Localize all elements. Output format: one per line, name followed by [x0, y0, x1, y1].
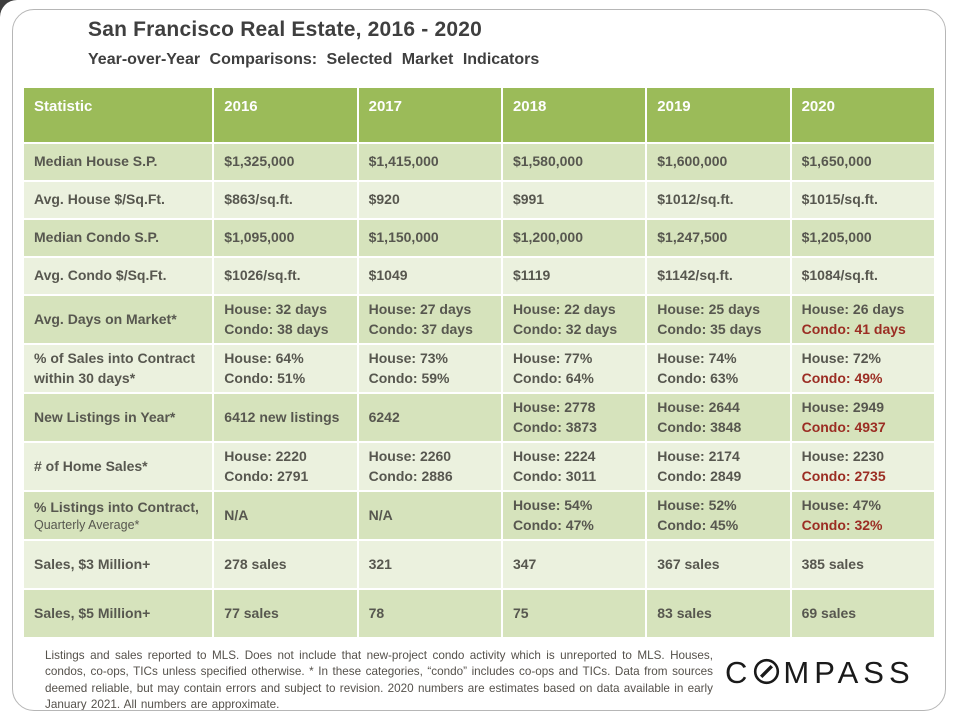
footnote-text: Listings and sales reported to MLS. Does… [45, 649, 713, 711]
table-cell: $920 [358, 182, 501, 218]
table-cell: House: 74% Condo: 63% [647, 345, 790, 392]
table-cell: $1,600,000 [647, 144, 790, 180]
table-row: Avg. Condo $/Sq.Ft. $1026/sq.ft. $1049 $111… [24, 258, 934, 294]
table-cell: $1,580,000 [502, 144, 646, 180]
logo-text-suffix: MPASS [783, 655, 915, 690]
column-header: 2018 [502, 88, 646, 142]
table-cell: 347 [502, 541, 646, 588]
row-label: Avg. Days on Market* [24, 296, 213, 343]
page-subtitle: Year-over-Year Comparisons: Selected Mar… [88, 51, 540, 68]
table-cell: House: 52% Condo: 45% [647, 492, 790, 539]
table-cell: $863/sq.ft. [214, 182, 357, 218]
column-header: 2016 [214, 88, 357, 142]
table-cell: House: 32 days Condo: 38 days [214, 296, 357, 343]
row-label: New Listings in Year* [24, 394, 213, 441]
indicators-table: Statistic 2016 2017 2018 2019 2020 Median Hou… [22, 86, 936, 639]
table-cell: N/A [358, 492, 501, 539]
table-cell: House: 2644 Condo: 3848 [647, 394, 790, 441]
table-cell: $991 [502, 182, 646, 218]
table-cell: 75 [502, 590, 646, 637]
page-title: San Francisco Real Estate, 2016 - 2020 [88, 18, 482, 41]
row-label: Avg. Condo $/Sq.Ft. [24, 258, 213, 294]
table-cell: House: 2224 Condo: 3011 [502, 443, 646, 490]
table-cell: $1,150,000 [358, 220, 501, 256]
table-cell: $1012/sq.ft. [647, 182, 790, 218]
row-label: Median House S.P. [24, 144, 213, 180]
table-cell: $1142/sq.ft. [647, 258, 790, 294]
table-cell: $1015/sq.ft. [791, 182, 934, 218]
table-row: Sales, $3 Million+ 278 sales 321 347 367 sal… [24, 541, 934, 588]
table-cell: House: 27 days Condo: 37 days [358, 296, 501, 343]
table-row: % Listings into Contract, Quarterly Avera… [24, 492, 934, 539]
table-cell: $1,200,000 [502, 220, 646, 256]
table-cell: 385 sales [791, 541, 934, 588]
table-row: Avg. House $/Sq.Ft. $863/sq.ft. $920 $991 $1… [24, 182, 934, 218]
column-header: 2020 [791, 88, 934, 142]
table-cell: House: 2949 Condo: 4937 [791, 394, 934, 441]
compass-slashed-o-icon [753, 657, 780, 693]
table-cell: 367 sales [647, 541, 790, 588]
table-cell: $1,247,500 [647, 220, 790, 256]
table-row: % of Sales into Contract within 30 days*… [24, 345, 934, 392]
table-cell: House: 2260 Condo: 2886 [358, 443, 501, 490]
table-cell: House: 22 days Condo: 32 days [502, 296, 646, 343]
row-label: % of Sales into Contract within 30 days* [24, 345, 213, 392]
table-row: Median Condo S.P. $1,095,000 $1,150,000 $1,… [24, 220, 934, 256]
table-cell: N/A [214, 492, 357, 539]
row-label: # of Home Sales* [24, 443, 213, 490]
logo-text-prefix: C [725, 655, 753, 690]
table-cell: 77 sales [214, 590, 357, 637]
row-label: Median Condo S.P. [24, 220, 213, 256]
table-cell: $1049 [358, 258, 501, 294]
table-row: Sales, $5 Million+ 77 sales 78 75 83 sales 69… [24, 590, 934, 637]
table-cell: House: 72% Condo: 49% [791, 345, 934, 392]
table-cell: House: 2230 Condo: 2735 [791, 443, 934, 490]
table-cell: House: 25 days Condo: 35 days [647, 296, 790, 343]
table-cell: 6412 new listings [214, 394, 357, 441]
table-row: # of Home Sales* House: 2220 Condo: 2791 Ho… [24, 443, 934, 490]
table-body: Median House S.P. $1,325,000 $1,415,000 $1,… [24, 144, 934, 637]
table-cell: House: 64% Condo: 51% [214, 345, 357, 392]
table-cell: $1084/sq.ft. [791, 258, 934, 294]
table-cell: $1026/sq.ft. [214, 258, 357, 294]
table-cell: 6242 [358, 394, 501, 441]
row-label: Sales, $3 Million+ [24, 541, 213, 588]
table-cell: House: 47% Condo: 32% [791, 492, 934, 539]
table-header-row: Statistic 2016 2017 2018 2019 2020 [24, 88, 934, 142]
table-row: Median House S.P. $1,325,000 $1,415,000 $1,… [24, 144, 934, 180]
table-cell: House: 2778 Condo: 3873 [502, 394, 646, 441]
table-row: Avg. Days on Market* House: 32 days Condo:… [24, 296, 934, 343]
table-cell: House: 2174 Condo: 2849 [647, 443, 790, 490]
table-cell: 321 [358, 541, 501, 588]
row-label: Avg. House $/Sq.Ft. [24, 182, 213, 218]
table-cell: $1,095,000 [214, 220, 357, 256]
row-label: Sales, $5 Million+ [24, 590, 213, 637]
table-cell: $1,205,000 [791, 220, 934, 256]
table-cell: House: 2220 Condo: 2791 [214, 443, 357, 490]
table-cell: $1119 [502, 258, 646, 294]
column-header: 2019 [647, 88, 790, 142]
indicators-table-container: Statistic 2016 2017 2018 2019 2020 Median Hou… [22, 86, 936, 639]
row-label: % Listings into Contract, Quarterly Avera… [24, 492, 213, 539]
table-cell: $1,415,000 [358, 144, 501, 180]
table-cell: $1,650,000 [791, 144, 934, 180]
table-cell: 83 sales [647, 590, 790, 637]
table-cell: 278 sales [214, 541, 357, 588]
compass-logo: C MPASS [725, 653, 915, 693]
column-header: 2017 [358, 88, 501, 142]
table-row: New Listings in Year* 6412 new listings 62… [24, 394, 934, 441]
table-cell: House: 73% Condo: 59% [358, 345, 501, 392]
table-cell: 69 sales [791, 590, 934, 637]
table-cell: 78 [358, 590, 501, 637]
table-cell: House: 26 days Condo: 41 days [791, 296, 934, 343]
table-cell: House: 77% Condo: 64% [502, 345, 646, 392]
table-cell: House: 54% Condo: 47% [502, 492, 646, 539]
row-sublabel: Quarterly Average* [34, 517, 140, 532]
column-header: Statistic [24, 88, 213, 142]
table-cell: $1,325,000 [214, 144, 357, 180]
